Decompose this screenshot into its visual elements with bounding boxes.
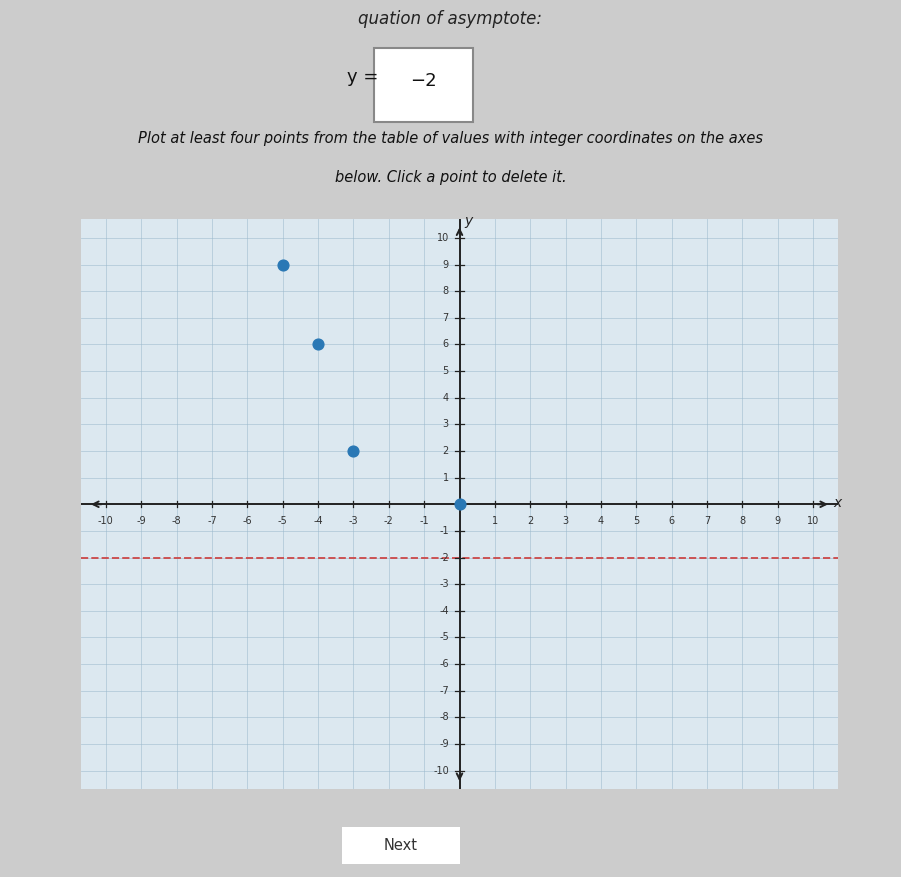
Text: y =: y = xyxy=(347,68,378,86)
Text: 9: 9 xyxy=(442,260,449,269)
Text: 8: 8 xyxy=(740,517,745,526)
Text: -6: -6 xyxy=(242,517,252,526)
Text: -2: -2 xyxy=(439,553,449,562)
Text: -7: -7 xyxy=(207,517,217,526)
Text: -7: -7 xyxy=(439,686,449,695)
Point xyxy=(452,497,467,511)
Text: Plot at least four points from the table of values with integer coordinates on t: Plot at least four points from the table… xyxy=(138,132,763,146)
Text: -1: -1 xyxy=(419,517,429,526)
Text: 6: 6 xyxy=(442,339,449,349)
Text: −2: −2 xyxy=(410,72,437,90)
Text: -8: -8 xyxy=(172,517,181,526)
Text: 5: 5 xyxy=(633,517,640,526)
Text: -3: -3 xyxy=(440,579,449,589)
FancyBboxPatch shape xyxy=(374,48,473,122)
Point xyxy=(311,338,325,352)
Text: 2: 2 xyxy=(527,517,533,526)
Text: 3: 3 xyxy=(562,517,569,526)
Text: -10: -10 xyxy=(98,517,114,526)
Text: 10: 10 xyxy=(807,517,819,526)
Text: -9: -9 xyxy=(136,517,146,526)
Text: y: y xyxy=(464,214,472,228)
Point xyxy=(346,444,360,458)
Text: 3: 3 xyxy=(442,419,449,430)
Text: 9: 9 xyxy=(775,517,781,526)
Point xyxy=(276,258,290,272)
Text: -9: -9 xyxy=(440,739,449,749)
Text: 4: 4 xyxy=(598,517,604,526)
Text: -1: -1 xyxy=(440,526,449,536)
Text: 4: 4 xyxy=(442,393,449,403)
Text: 1: 1 xyxy=(442,473,449,482)
Text: -10: -10 xyxy=(433,766,449,775)
FancyBboxPatch shape xyxy=(340,826,462,865)
Text: -8: -8 xyxy=(440,712,449,723)
Text: 7: 7 xyxy=(704,517,710,526)
Text: 5: 5 xyxy=(442,366,449,376)
Text: -5: -5 xyxy=(439,632,449,643)
Text: 10: 10 xyxy=(437,233,449,243)
Text: -4: -4 xyxy=(440,606,449,616)
Text: 2: 2 xyxy=(442,446,449,456)
Text: -5: -5 xyxy=(278,517,287,526)
Text: below. Click a point to delete it.: below. Click a point to delete it. xyxy=(334,170,567,185)
Text: 6: 6 xyxy=(669,517,675,526)
Text: -2: -2 xyxy=(384,517,394,526)
Text: 1: 1 xyxy=(492,517,498,526)
Text: Next: Next xyxy=(384,838,418,853)
Text: -6: -6 xyxy=(440,660,449,669)
Text: 7: 7 xyxy=(442,313,449,323)
Text: -4: -4 xyxy=(314,517,323,526)
Text: x: x xyxy=(833,496,842,510)
Text: 8: 8 xyxy=(442,286,449,296)
Text: quation of asymptote:: quation of asymptote: xyxy=(359,10,542,28)
Text: -3: -3 xyxy=(349,517,359,526)
